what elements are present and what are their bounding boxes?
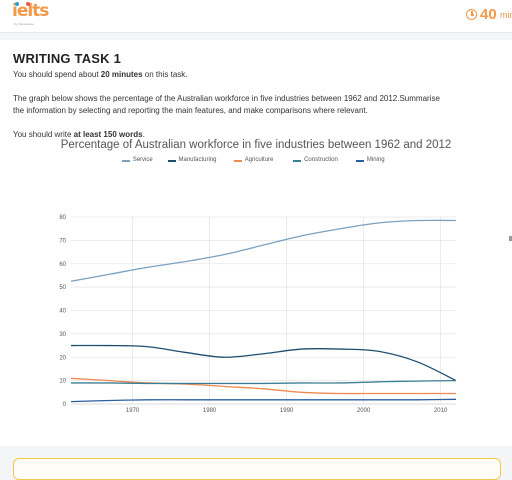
brand-logo[interactable]: ielts by Vietnamese bbox=[12, 2, 49, 29]
logo-subtitle: by Vietnamese bbox=[14, 22, 34, 26]
legend-swatch bbox=[121, 160, 130, 162]
time-prefix: You should spend about bbox=[13, 70, 101, 79]
y-tick-label: 40 bbox=[59, 309, 66, 315]
top-bar: ielts by Vietnamese 40 mins bbox=[0, 0, 512, 33]
series-line-agriculture bbox=[70, 377, 456, 395]
series-line-mining bbox=[70, 398, 457, 403]
y-tick-label: 60 bbox=[59, 262, 66, 268]
legend-swatch bbox=[355, 160, 364, 162]
x-tick-label: 1970 bbox=[126, 408, 140, 414]
legend-swatch bbox=[167, 160, 176, 162]
x-tick-label: 2000 bbox=[357, 408, 371, 414]
legend-label: Construction bbox=[304, 157, 338, 163]
answer-box[interactable] bbox=[13, 458, 501, 480]
time-bold: 20 minutes bbox=[100, 70, 143, 79]
legend-swatch bbox=[233, 160, 242, 162]
legend-swatch bbox=[293, 160, 302, 162]
series-line-manufacturing bbox=[70, 344, 457, 382]
words-bold: at least 150 words bbox=[73, 130, 143, 139]
y-tick-label: 30 bbox=[59, 332, 66, 338]
y-tick-label: 20 bbox=[59, 355, 66, 361]
task-card: WRITING TASK 1 You should spend about 20… bbox=[0, 40, 512, 446]
words-suffix: . bbox=[142, 130, 145, 139]
clock-icon bbox=[466, 9, 477, 20]
prompt-line-2: the information by selecting and reporti… bbox=[13, 106, 368, 115]
chart-legend: Service Manufacturing Agriculture Construct… bbox=[0, 157, 512, 167]
time-instruction: You should spend about 20 minutes on thi… bbox=[13, 70, 188, 80]
x-tick-label: 2010 bbox=[434, 408, 448, 414]
x-tick-label: 1980 bbox=[203, 408, 217, 414]
timer-unit: mins bbox=[500, 10, 512, 20]
series-line-construction bbox=[70, 379, 457, 385]
line-chart: 0 10 20 30 40 50 60 70 80 1970 1980 1990 2000 2010 bbox=[59, 215, 457, 414]
words-prefix: You should write bbox=[13, 130, 74, 139]
legend-label: Manufacturing bbox=[178, 157, 217, 163]
x-tick-label: 1990 bbox=[280, 408, 294, 414]
legend-label: Mining bbox=[366, 157, 385, 163]
series-line-service bbox=[70, 219, 457, 282]
y-tick-label: 10 bbox=[59, 379, 66, 385]
chart-title: Percentage of Australian workforce in fi… bbox=[60, 139, 452, 151]
y-tick-label: 70 bbox=[59, 238, 66, 244]
word-count-instruction: You should write at least 150 words. bbox=[13, 130, 145, 140]
timer-value: 40 bbox=[480, 6, 497, 23]
y-tick-label: 0 bbox=[63, 402, 67, 408]
legend-label: Agriculture bbox=[244, 157, 274, 163]
logo-mark: ielts bbox=[12, 1, 49, 21]
prompt-line-1: The graph below shows the percentage of … bbox=[13, 94, 440, 103]
logo-dot-icon bbox=[15, 2, 19, 6]
y-tick-label: 50 bbox=[59, 285, 66, 291]
scrollbar-handle[interactable] bbox=[509, 236, 512, 241]
y-tick-label: 80 bbox=[59, 215, 66, 221]
page-title: WRITING TASK 1 bbox=[13, 51, 121, 66]
logo-dot-icon bbox=[26, 2, 30, 6]
time-suffix: on this task. bbox=[142, 70, 188, 79]
legend-label: Service bbox=[132, 157, 153, 163]
